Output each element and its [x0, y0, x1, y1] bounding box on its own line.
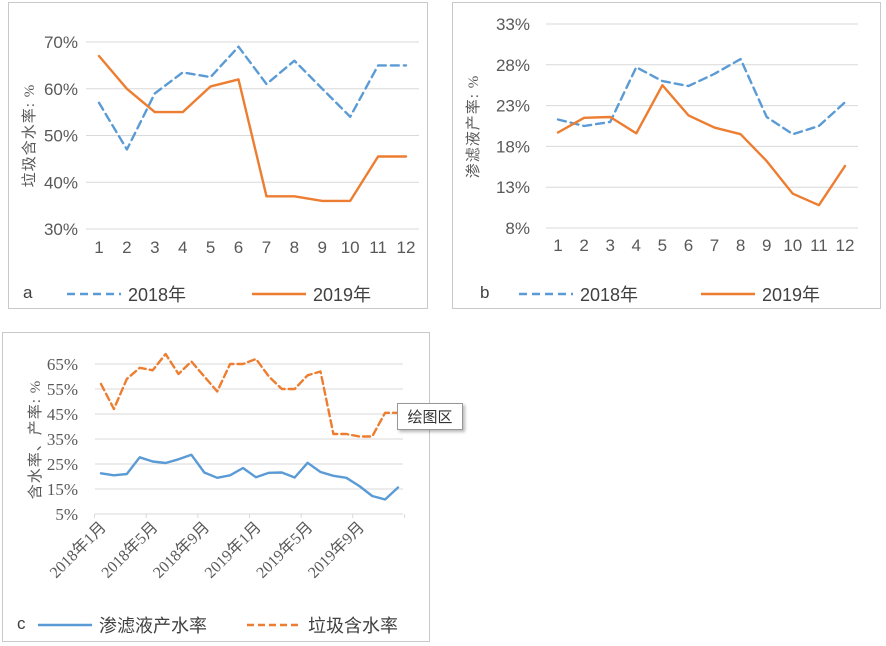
legend-label: 渗滤液产水率 [99, 616, 207, 636]
legend-item[interactable]: 2019年 [700, 281, 820, 307]
legend: b 2018年 2019年 [453, 279, 880, 309]
x-tick-label: 8 [290, 238, 299, 257]
y-tick-label: 15% [47, 480, 78, 499]
x-tick-label: 7 [710, 236, 719, 255]
series-line-2018年[interactable] [556, 57, 847, 136]
legend-item[interactable]: 2018年 [66, 281, 186, 307]
legend-label: 2019年 [762, 285, 821, 305]
x-tick-label: 12 [836, 236, 855, 255]
series-line-2019年[interactable] [556, 84, 847, 207]
x-tick-label: 4 [178, 238, 187, 257]
x-tick-label: 5 [206, 238, 215, 257]
x-tick-label: 9 [318, 238, 327, 257]
panel-letter: a [23, 283, 33, 302]
y-tick-label: 30% [44, 220, 78, 239]
chart-panel-c: 含水率、产率: % 65% 55% 45% 35% 25% 15% 5% 2018年1月 201… [2, 332, 430, 642]
legend-item[interactable]: 渗滤液产水率 [37, 612, 207, 638]
plot-area[interactable]: 70%60%50%40%30%1 2 3 4 5 6 7 8 9 10 11 12 [9, 3, 427, 308]
x-tick-label: 10 [341, 238, 360, 257]
plot-area[interactable]: 65%55%45%35%25%15%5%2018年1月2018年5月2018年9… [3, 333, 429, 641]
x-tick-label: 11 [810, 236, 828, 255]
y-tick-label: 65% [47, 355, 78, 374]
y-tick-label: 28% [496, 56, 530, 75]
x-tick-label: 5 [658, 236, 667, 255]
series-line-垃圾含水率[interactable] [99, 352, 400, 438]
panel-letter: b [480, 283, 490, 302]
y-tick-label: 25% [47, 455, 78, 474]
x-tick-label: 4 [632, 236, 641, 255]
x-tick-label: 3 [605, 236, 614, 255]
legend-line-sample [519, 292, 573, 296]
y-tick-label: 50% [44, 127, 78, 146]
x-tick-label: 12 [397, 238, 416, 257]
plot-area-tooltip: 绘图区 [397, 403, 463, 430]
y-tick-label: 23% [496, 97, 530, 116]
legend-line-sample [701, 292, 755, 296]
x-tick-label: 8 [736, 236, 745, 255]
x-tick-label: 2 [122, 238, 131, 257]
x-tick-label: 9 [762, 236, 771, 255]
chart-panel-b: 渗滤液产率: % 33% 28% 23% 18% 13% 8% 1 2 3 4 5 6 7 8 9 10 11 1… [452, 2, 881, 309]
y-tick-label: 40% [44, 173, 78, 192]
legend-label: 2018年 [128, 285, 187, 305]
legend: c 渗滤液产水率 垃圾含水率 [3, 610, 429, 640]
y-tick-label: 55% [47, 380, 78, 399]
x-tick-label: 2019年9月 [304, 518, 368, 582]
chart-panel-a: 垃圾含水率: % 70% 60% 50% 40% 30% 1 2 3 4 5 6 7 8 9 10 11 12 … [8, 2, 428, 309]
legend-line-sample [38, 623, 92, 627]
y-tick-label: 13% [496, 178, 530, 197]
legend-label: 垃圾含水率 [308, 616, 398, 636]
legend-item[interactable]: 2018年 [518, 281, 638, 307]
x-tick-label: 7 [262, 238, 271, 257]
legend-item[interactable]: 垃圾含水率 [246, 612, 398, 638]
plot-area-tooltip-text: 绘图区 [407, 410, 453, 426]
y-tick-label: 18% [496, 137, 530, 156]
y-tick-label: 70% [44, 33, 78, 52]
x-tick-label: 11 [369, 238, 387, 257]
legend-line-sample [67, 292, 121, 296]
legend-line-sample [247, 623, 301, 627]
legend-item[interactable]: 2019年 [251, 281, 371, 307]
series-line-渗滤液产水率[interactable] [99, 453, 400, 501]
x-tick-label: 2 [579, 236, 588, 255]
legend-label: 2018年 [580, 285, 639, 305]
legend: a 2018年 2019年 [9, 279, 427, 309]
legend-line-sample [252, 292, 306, 296]
y-tick-label: 60% [44, 80, 78, 99]
legend-label: 2019年 [313, 285, 372, 305]
series-line-2018年[interactable] [97, 45, 408, 151]
x-tick-label: 6 [234, 238, 243, 257]
y-tick-label: 33% [496, 15, 530, 34]
series-line-2019年[interactable] [97, 54, 408, 203]
x-tick-label: 6 [684, 236, 693, 255]
y-tick-label: 35% [47, 430, 78, 449]
plot-area[interactable]: 33%28%23%18%13%8%1 2 3 4 5 6 7 8 9 10 11 12 [453, 3, 880, 308]
y-tick-label: 45% [47, 405, 78, 424]
x-tick-label: 3 [150, 238, 159, 257]
x-tick-label: 10 [783, 236, 802, 255]
x-tick-label: 1 [94, 238, 103, 257]
panel-letter: c [17, 614, 26, 633]
y-tick-label: 8% [505, 219, 530, 238]
x-tick-label: 1 [553, 236, 562, 255]
y-tick-label: 5% [55, 505, 78, 524]
